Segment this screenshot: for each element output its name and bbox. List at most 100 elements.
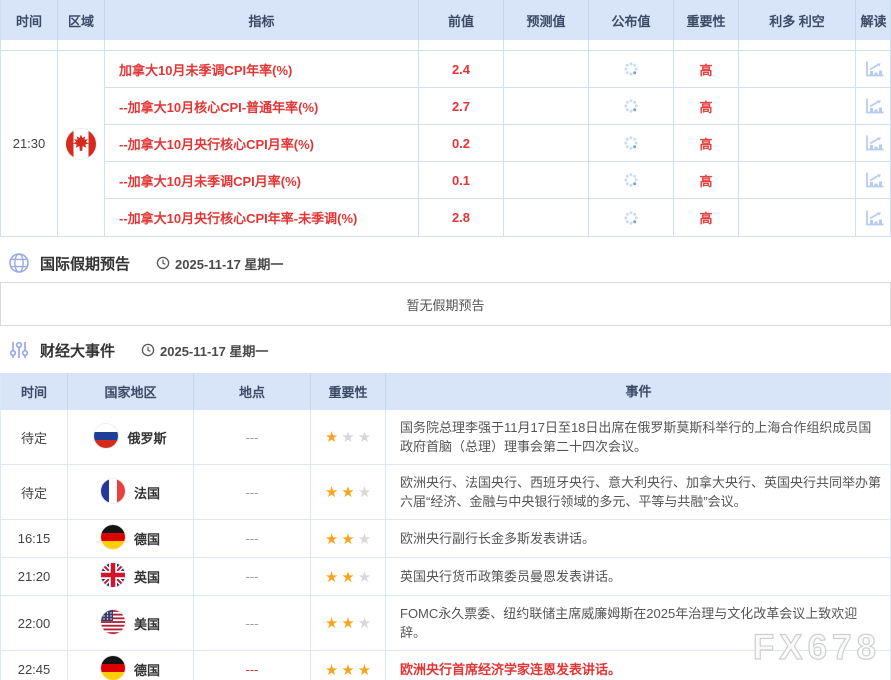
col-indicator: 指标 <box>105 0 419 40</box>
star-filled-icon: ★ <box>341 661 355 679</box>
event-time: 待定 <box>1 465 68 519</box>
region-cell <box>58 51 105 236</box>
col-time: 时间 <box>1 0 58 40</box>
event-description[interactable]: 欧洲央行副行长金多斯发表讲话。 <box>386 520 891 557</box>
bias-value <box>739 162 856 198</box>
published-value <box>589 162 674 198</box>
truncated-row <box>1 40 890 51</box>
bias-value <box>739 88 856 124</box>
bias-value <box>739 125 856 161</box>
importance-stars: ★ ★ ★ <box>311 596 386 650</box>
star-empty-icon: ★ <box>357 429 372 446</box>
russia-flag-icon <box>94 423 119 448</box>
holiday-empty-box: 暂无假期预告 <box>0 282 891 326</box>
forecast-value <box>504 88 589 124</box>
col-interpret: 解读 <box>856 0 891 40</box>
event-row: 22:45 德国 --- ★ ★ ★ 欧洲央行首席经济学家连恩发表讲话。 <box>1 651 890 680</box>
fx678-watermark: FX678 <box>752 627 881 667</box>
importance-value: 高 <box>674 162 739 198</box>
col-country: 国家地区 <box>68 373 194 410</box>
country-flag <box>100 656 125 680</box>
event-country: 德国 <box>68 520 194 557</box>
canada-flag-icon <box>66 128 96 159</box>
indicator-name[interactable]: --加拿大10月央行核心CPI年率-未季调(%) <box>105 199 419 236</box>
star-filled-icon: ★ <box>324 661 339 679</box>
forecast-value <box>504 125 589 161</box>
indicator-row: --加拿大10月未季调CPI月率(%) 0.1 高 <box>105 162 891 199</box>
importance-value: 高 <box>674 199 739 236</box>
events-section-header: 财经大事件 2025-11-17 星期一 <box>0 337 891 363</box>
loading-spinner-icon <box>623 135 639 151</box>
event-description[interactable]: FOMC永久票委、纽约联储主席威廉姆斯在2025年治理与文化改革会议上致欢迎辞。 <box>386 596 891 650</box>
col-importance: 重要性 <box>674 0 739 40</box>
col-previous: 前值 <box>419 0 504 40</box>
country-flag <box>100 609 125 637</box>
sliders-icon <box>8 339 30 361</box>
star-filled-icon: ★ <box>341 484 355 501</box>
holiday-section-title: 国际假期预告 <box>40 255 131 273</box>
star-empty-icon: ★ <box>357 615 372 632</box>
chart-icon[interactable] <box>856 199 891 236</box>
country-flag <box>94 423 119 451</box>
loading-spinner-icon <box>623 172 639 188</box>
event-description[interactable]: 欧洲央行首席经济学家连恩发表讲话。 <box>386 651 891 680</box>
indicator-table-body: 21:30 加拿大10月未季调CPI年率(%) 2.4 高 <box>1 51 891 237</box>
chart-icon[interactable] <box>856 51 891 87</box>
indicator-name[interactable]: --加拿大10月未季调CPI月率(%) <box>105 162 419 198</box>
event-time: 21:30 <box>1 51 58 236</box>
event-row: 16:15 德国 --- ★ ★ ★ 欧洲央行副行长金多斯发表讲话。 <box>1 520 890 558</box>
forecast-value <box>504 199 589 236</box>
loading-spinner-icon <box>623 98 639 114</box>
published-value <box>589 199 674 236</box>
event-country: 英国 <box>68 558 194 595</box>
importance-stars: ★ ★ ★ <box>311 410 386 464</box>
event-location: --- <box>194 558 311 595</box>
col-bias: 利多 利空 <box>739 0 856 40</box>
country-flag <box>100 525 125 552</box>
indicator-row: --加拿大10月央行核心CPI年率-未季调(%) 2.8 高 <box>105 199 891 236</box>
event-country: 俄罗斯 <box>68 410 194 464</box>
chart-icon[interactable] <box>856 125 891 161</box>
country-name: 俄罗斯 <box>127 430 167 446</box>
col-forecast: 预测值 <box>504 0 589 40</box>
star-filled-icon: ★ <box>341 530 355 548</box>
star-filled-icon: ★ <box>357 661 372 679</box>
event-country: 德国 <box>68 651 194 680</box>
star-filled-icon: ★ <box>324 429 339 446</box>
chart-icon[interactable] <box>856 88 891 124</box>
country-flag <box>100 478 125 506</box>
indicator-row: --加拿大10月央行核心CPI月率(%) 0.2 高 <box>105 125 891 162</box>
indicator-name[interactable]: 加拿大10月未季调CPI年率(%) <box>105 51 419 87</box>
events-table-header: 时间 国家地区 地点 重要性 事件 <box>1 373 890 410</box>
published-value <box>589 51 674 87</box>
event-country: 美国 <box>68 596 194 650</box>
event-row: 21:20 英国 --- ★ ★ ★ 英国央行货币政策委员曼恩发表讲话。 <box>1 558 890 596</box>
event-description[interactable]: 国务院总理李强于11月17日至18日出席在俄罗斯莫斯科举行的上海合作组织成员国政… <box>386 410 891 464</box>
events-date: 2025-11-17 星期一 <box>141 341 268 360</box>
indicator-row: --加拿大10月核心CPI-普通年率(%) 2.7 高 <box>105 88 891 125</box>
star-empty-icon: ★ <box>357 484 372 501</box>
star-empty-icon: ★ <box>357 568 372 586</box>
star-filled-icon: ★ <box>324 530 339 548</box>
star-filled-icon: ★ <box>324 484 339 501</box>
indicator-name[interactable]: --加拿大10月核心CPI-普通年率(%) <box>105 88 419 124</box>
col-time: 时间 <box>1 373 68 410</box>
country-name: 英国 <box>133 570 160 585</box>
usa-flag-icon <box>100 609 125 634</box>
col-event: 事件 <box>386 373 891 410</box>
importance-stars: ★ ★ ★ <box>311 651 386 680</box>
indicator-table: 时间 区域 指标 前值 预测值 公布值 重要性 利多 利空 解读 21:30 加… <box>0 0 891 237</box>
events-table: 时间 国家地区 地点 重要性 事件 待定 俄罗斯 --- ★ ★ ★ 国务院总理李强… <box>0 373 891 680</box>
event-location: --- <box>194 651 311 680</box>
country-name: 德国 <box>133 532 160 547</box>
chart-icon[interactable] <box>856 162 891 198</box>
indicator-name[interactable]: --加拿大10月央行核心CPI月率(%) <box>105 125 419 161</box>
event-time: 21:20 <box>1 558 68 595</box>
event-description[interactable]: 英国央行货币政策委员曼恩发表讲话。 <box>386 558 891 595</box>
event-time: 22:45 <box>1 651 68 680</box>
event-description[interactable]: 欧洲央行、法国央行、西班牙央行、意大利央行、加拿大央行、英国央行共同举办第六届“… <box>386 465 891 519</box>
holiday-empty-text: 暂无假期预告 <box>406 297 485 313</box>
indicator-rows: 加拿大10月未季调CPI年率(%) 2.4 高 --加拿大10月核心CPI-普通… <box>105 51 891 236</box>
event-row: 22:00 美国 --- ★ ★ ★ FOMC永久票委、纽约联储主席威廉姆斯在202… <box>1 596 890 651</box>
holiday-date: 2025-11-17 星期一 <box>156 254 283 273</box>
